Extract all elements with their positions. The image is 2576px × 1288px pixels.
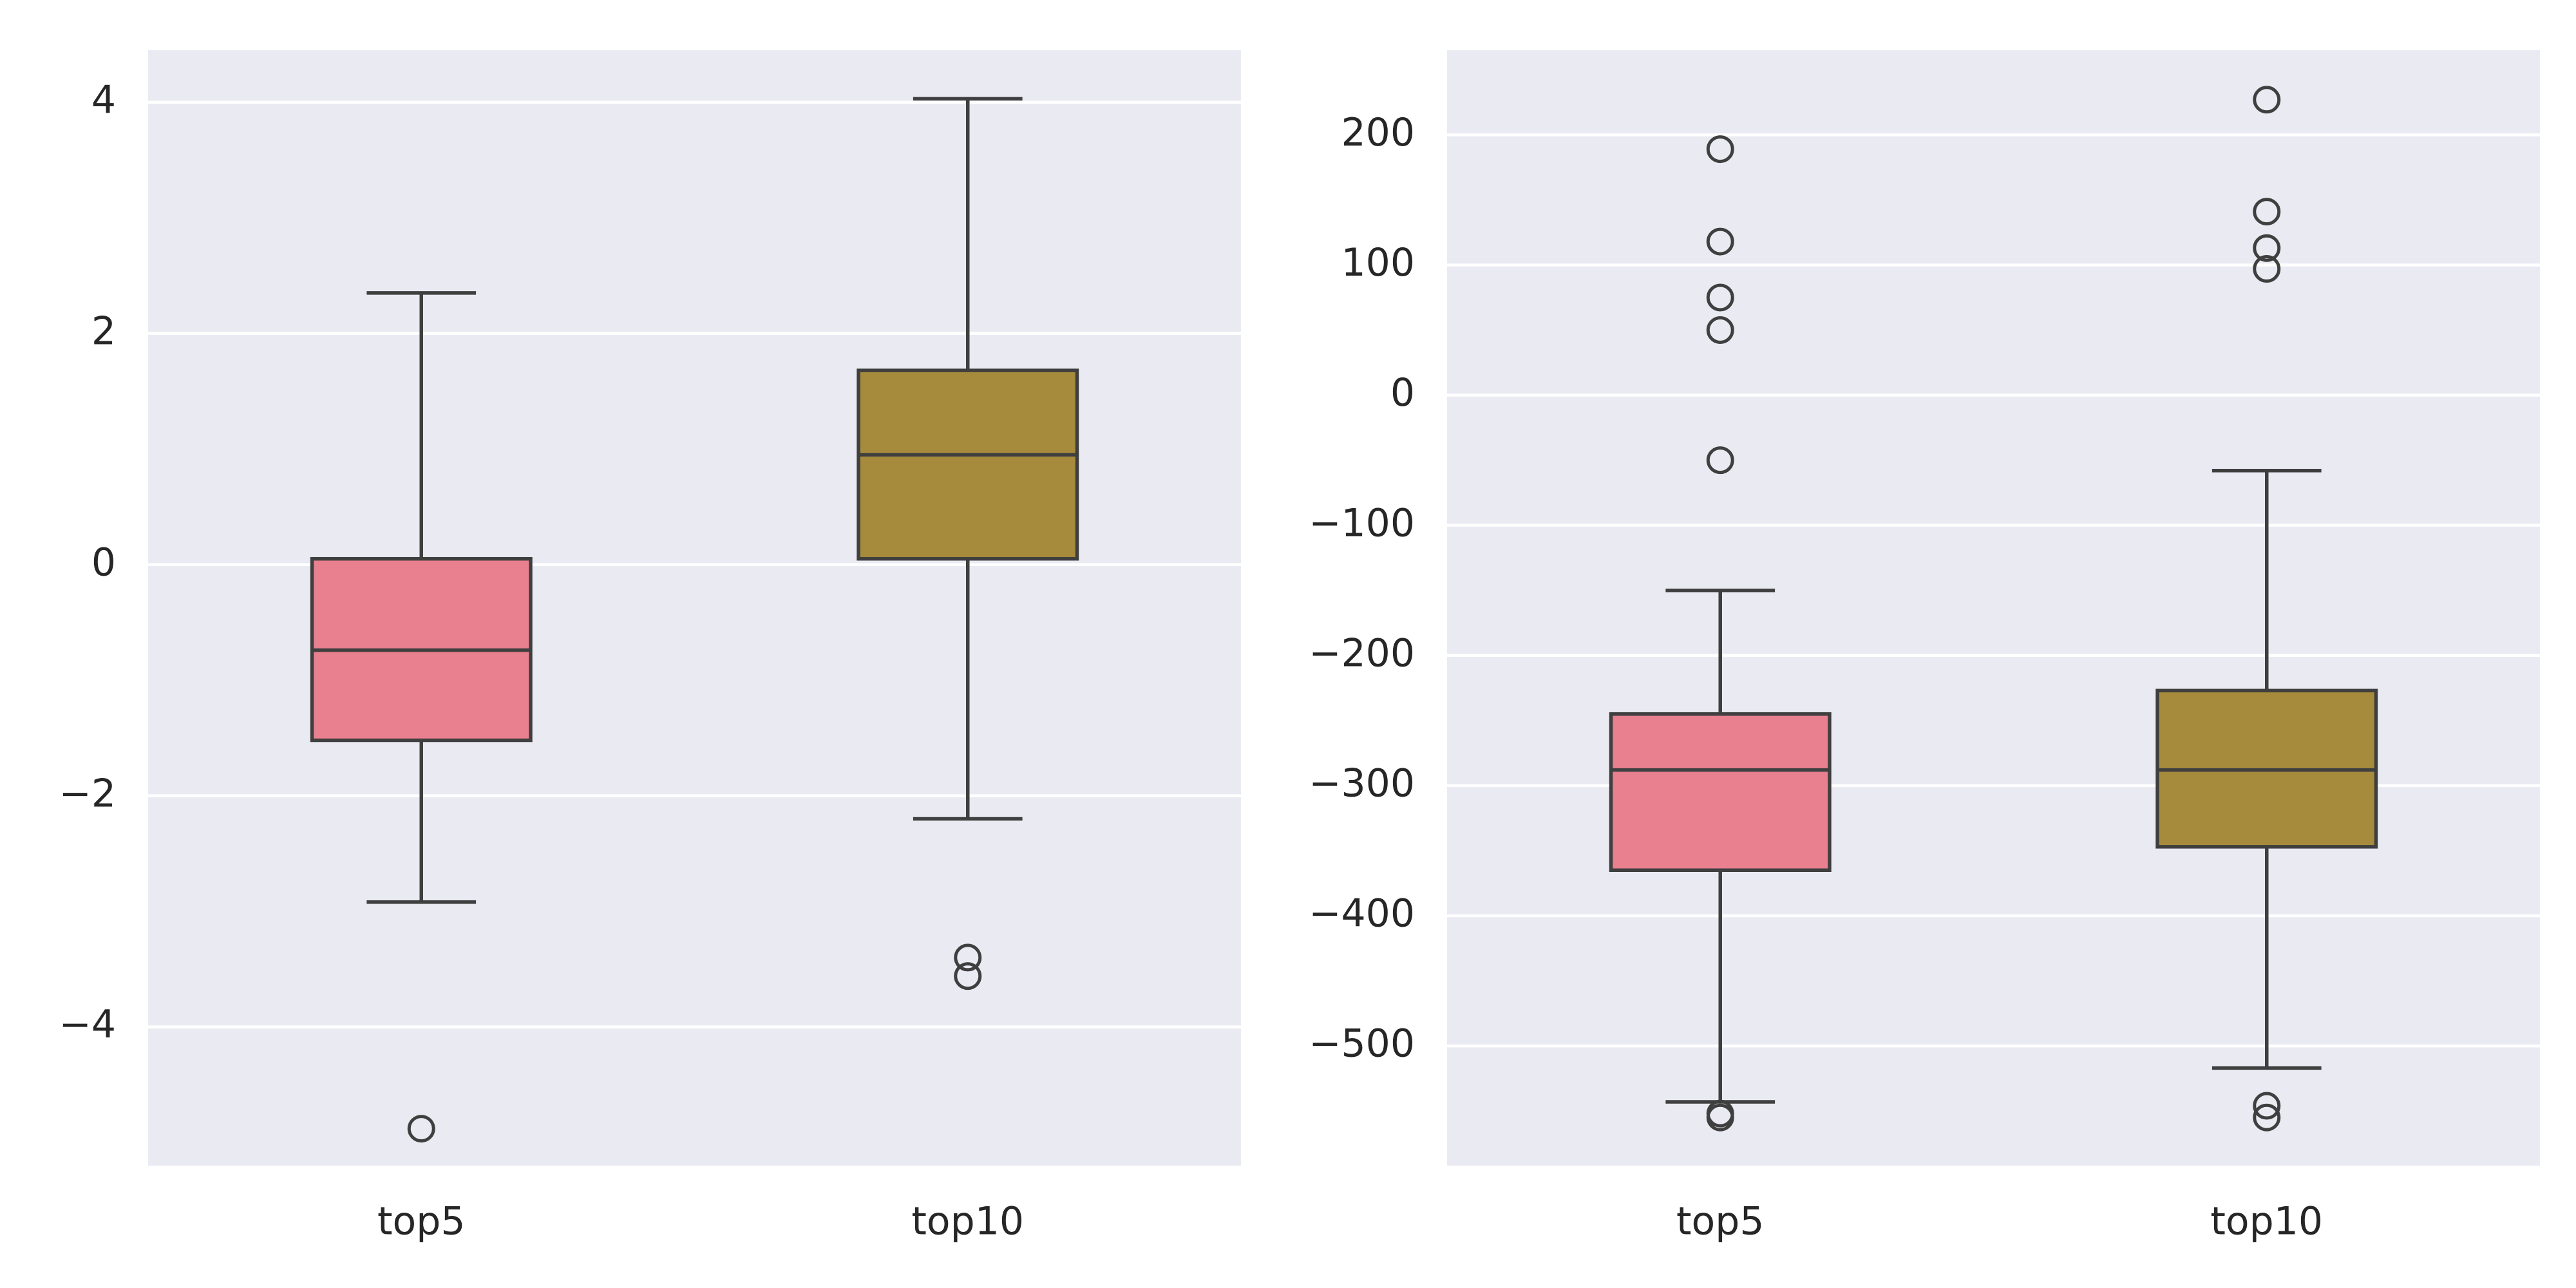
x-tick-label: top5 [377, 1199, 466, 1244]
y-tick-label: 200 [1341, 110, 1415, 155]
box-plot-panel-2: −500 −400 −300 −200 −100 0 100 200 top5 top10 [1309, 50, 2540, 1244]
outlier-point [2253, 1103, 2281, 1132]
outlier-point [2253, 234, 2281, 262]
x-tick-label: top10 [2210, 1199, 2323, 1244]
outlier-point [1706, 135, 1734, 164]
outlier-point [2253, 198, 2281, 226]
box-top5 [310, 291, 533, 1143]
outlier-point [2253, 255, 2281, 283]
y-tick-label: 4 [91, 77, 116, 122]
outlier-point [2253, 1092, 2281, 1120]
plot-area [1447, 50, 2540, 1166]
box-top10 [2155, 86, 2378, 1132]
y-tick-label: −200 [1309, 630, 1415, 676]
y-tick-label: −300 [1309, 761, 1415, 806]
y-tick-label: 0 [1390, 370, 1415, 415]
x-tick-label: top10 [911, 1199, 1024, 1244]
box-plot-panel-1: −4 −2 0 2 4 top5 top10 [59, 50, 1241, 1244]
outlier-point [954, 962, 982, 990]
outlier-point [1706, 446, 1734, 475]
outlier-point [1706, 283, 1734, 312]
outlier-point [954, 943, 982, 972]
y-tick-label: 100 [1341, 240, 1415, 285]
y-tick-label: −4 [59, 1002, 116, 1047]
iqr-box [857, 368, 1079, 561]
x-tick-label: top5 [1676, 1199, 1765, 1244]
outlier-point [2253, 86, 2281, 114]
y-tick-label: −500 [1309, 1021, 1415, 1066]
outlier-point [1706, 1103, 1734, 1132]
box-top5 [1609, 135, 1832, 1132]
y-tick-label: −400 [1309, 891, 1415, 936]
outlier-point [1706, 316, 1734, 345]
outlier-point [407, 1115, 435, 1143]
y-tick-label: −100 [1309, 500, 1415, 545]
y-tick-label: −2 [59, 771, 116, 816]
y-tick-label: 0 [91, 540, 116, 585]
iqr-box [1609, 712, 1832, 872]
outlier-point [1706, 227, 1734, 256]
y-tick-label: 2 [91, 308, 116, 354]
box-top10 [857, 97, 1079, 990]
